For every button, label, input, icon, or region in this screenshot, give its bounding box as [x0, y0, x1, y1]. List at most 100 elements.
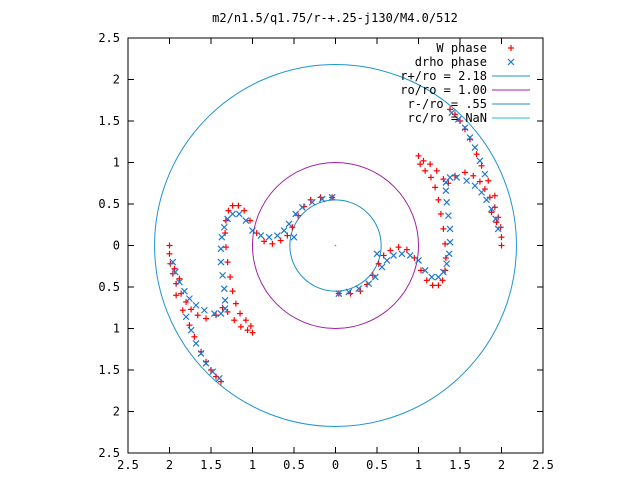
drho-phase-point	[345, 288, 353, 296]
drho-phase-point	[443, 260, 451, 268]
drho-phase-point	[229, 210, 237, 218]
w-phase-point	[387, 247, 394, 254]
w-phase-point	[232, 300, 239, 307]
y-tick-label: 1	[113, 156, 120, 170]
w-phase-point	[442, 240, 449, 247]
w-phase-point	[194, 312, 201, 319]
drho-phase-point	[220, 223, 228, 231]
x-tick-label: 1	[415, 458, 422, 472]
drho-phase-point	[265, 233, 273, 241]
drho-phase-point	[476, 157, 484, 165]
w-phase-point	[476, 178, 483, 185]
drho-phase-point	[453, 174, 461, 181]
drho-phase-point	[365, 280, 373, 288]
w-phase-point	[284, 232, 291, 239]
w-phase-point	[224, 259, 231, 266]
drho-phase-point	[454, 115, 462, 123]
drho-phase-point	[442, 178, 450, 186]
drho-phase-point	[371, 273, 379, 281]
legend-entry: drho phase	[415, 55, 515, 69]
drho-phase-point	[355, 285, 363, 293]
w-phase-point	[242, 317, 249, 324]
w-phase-point	[261, 238, 268, 245]
y-tick-label: 1.5	[98, 114, 120, 128]
drho-phase-point	[328, 193, 336, 201]
w-phase-point	[432, 184, 439, 191]
chart-title: m2/n1.5/q1.75/r-+.25-j130/M4.0/512	[212, 11, 458, 25]
drho-phase-point	[221, 296, 229, 304]
w-phase-point	[269, 240, 276, 247]
drho-phase-point	[290, 233, 298, 241]
w-phase-point	[375, 260, 382, 267]
drho-phase-point	[406, 252, 414, 259]
drho-phase-point	[215, 374, 223, 382]
drho-phase-point	[185, 295, 193, 303]
drho-phase-point	[242, 217, 250, 225]
drho-phase-point	[169, 258, 177, 266]
drho-phase-point	[209, 368, 217, 376]
drho-phase-point	[187, 326, 195, 334]
drho-phase-point	[221, 305, 229, 313]
drho-phase-point	[445, 250, 453, 258]
circle-1	[252, 162, 419, 329]
w-phase-point	[440, 225, 447, 232]
drho-phase-point	[398, 250, 406, 258]
w-phase-point	[442, 254, 449, 261]
drho-phase-point	[483, 196, 490, 204]
drho-phase-point	[421, 266, 429, 274]
w-phase-point	[470, 172, 477, 179]
drho-phase-point	[280, 227, 288, 234]
x-tick-label: 0.5	[366, 458, 388, 472]
drho-phase-point	[478, 188, 486, 196]
w-phase-point	[415, 152, 422, 159]
drho-phase-point	[249, 227, 256, 234]
w-phase-point	[417, 161, 424, 168]
w-phase-point	[485, 177, 492, 184]
drho-phase-point	[444, 212, 452, 220]
drho-phase-point	[434, 273, 442, 281]
drho-phase-point	[176, 278, 183, 286]
w-phase-point	[403, 246, 410, 253]
y-tick-label: 2.5	[98, 31, 120, 45]
drho-phase-point	[481, 170, 489, 178]
drho-phase-point	[443, 198, 451, 206]
w-phase-point	[427, 174, 434, 181]
w-phase-point	[191, 333, 198, 340]
drho-phase-point	[217, 258, 225, 266]
w-phase-point	[247, 217, 254, 224]
w-phase-point	[237, 323, 244, 330]
drho-phase-point	[471, 144, 479, 151]
x-tick-label: 2.5	[117, 458, 139, 472]
w-phase-point	[488, 209, 495, 216]
drho-phase-point	[448, 109, 456, 117]
drho-phase-point	[463, 177, 471, 185]
drho-phase-point	[257, 232, 265, 239]
w-phase-point	[183, 298, 190, 305]
legend-entry: r-/ro = .55	[408, 97, 530, 111]
drho-phase-point	[378, 263, 386, 271]
y-tick-label: 1.5	[98, 363, 120, 377]
x-tick-label: 0.5	[283, 458, 305, 472]
x-tick-label: 0	[332, 458, 339, 472]
legend-symbol	[508, 45, 514, 51]
drho-phase-point	[494, 225, 502, 233]
drho-phase-point	[197, 349, 205, 357]
legend-entry: ro/ro = 1.00	[400, 83, 530, 97]
w-phase-point	[481, 186, 488, 193]
x-tick-label: 2	[166, 458, 173, 472]
x-tick-label: 1.5	[200, 458, 222, 472]
drho-phase-point	[446, 225, 454, 233]
drho-phase-point	[298, 203, 306, 211]
w-phase-point	[235, 202, 242, 209]
drho-phase-point	[446, 238, 454, 246]
drho-phase-point	[335, 290, 343, 298]
legend-label: r+/ro = 2.18	[400, 69, 487, 83]
circle-0	[154, 64, 517, 427]
y-tick-label: 2.5	[98, 446, 120, 460]
drho-phase-point	[217, 245, 225, 253]
w-phase-point	[498, 234, 505, 241]
w-phase-point	[203, 315, 210, 322]
w-phase-point	[229, 202, 236, 209]
